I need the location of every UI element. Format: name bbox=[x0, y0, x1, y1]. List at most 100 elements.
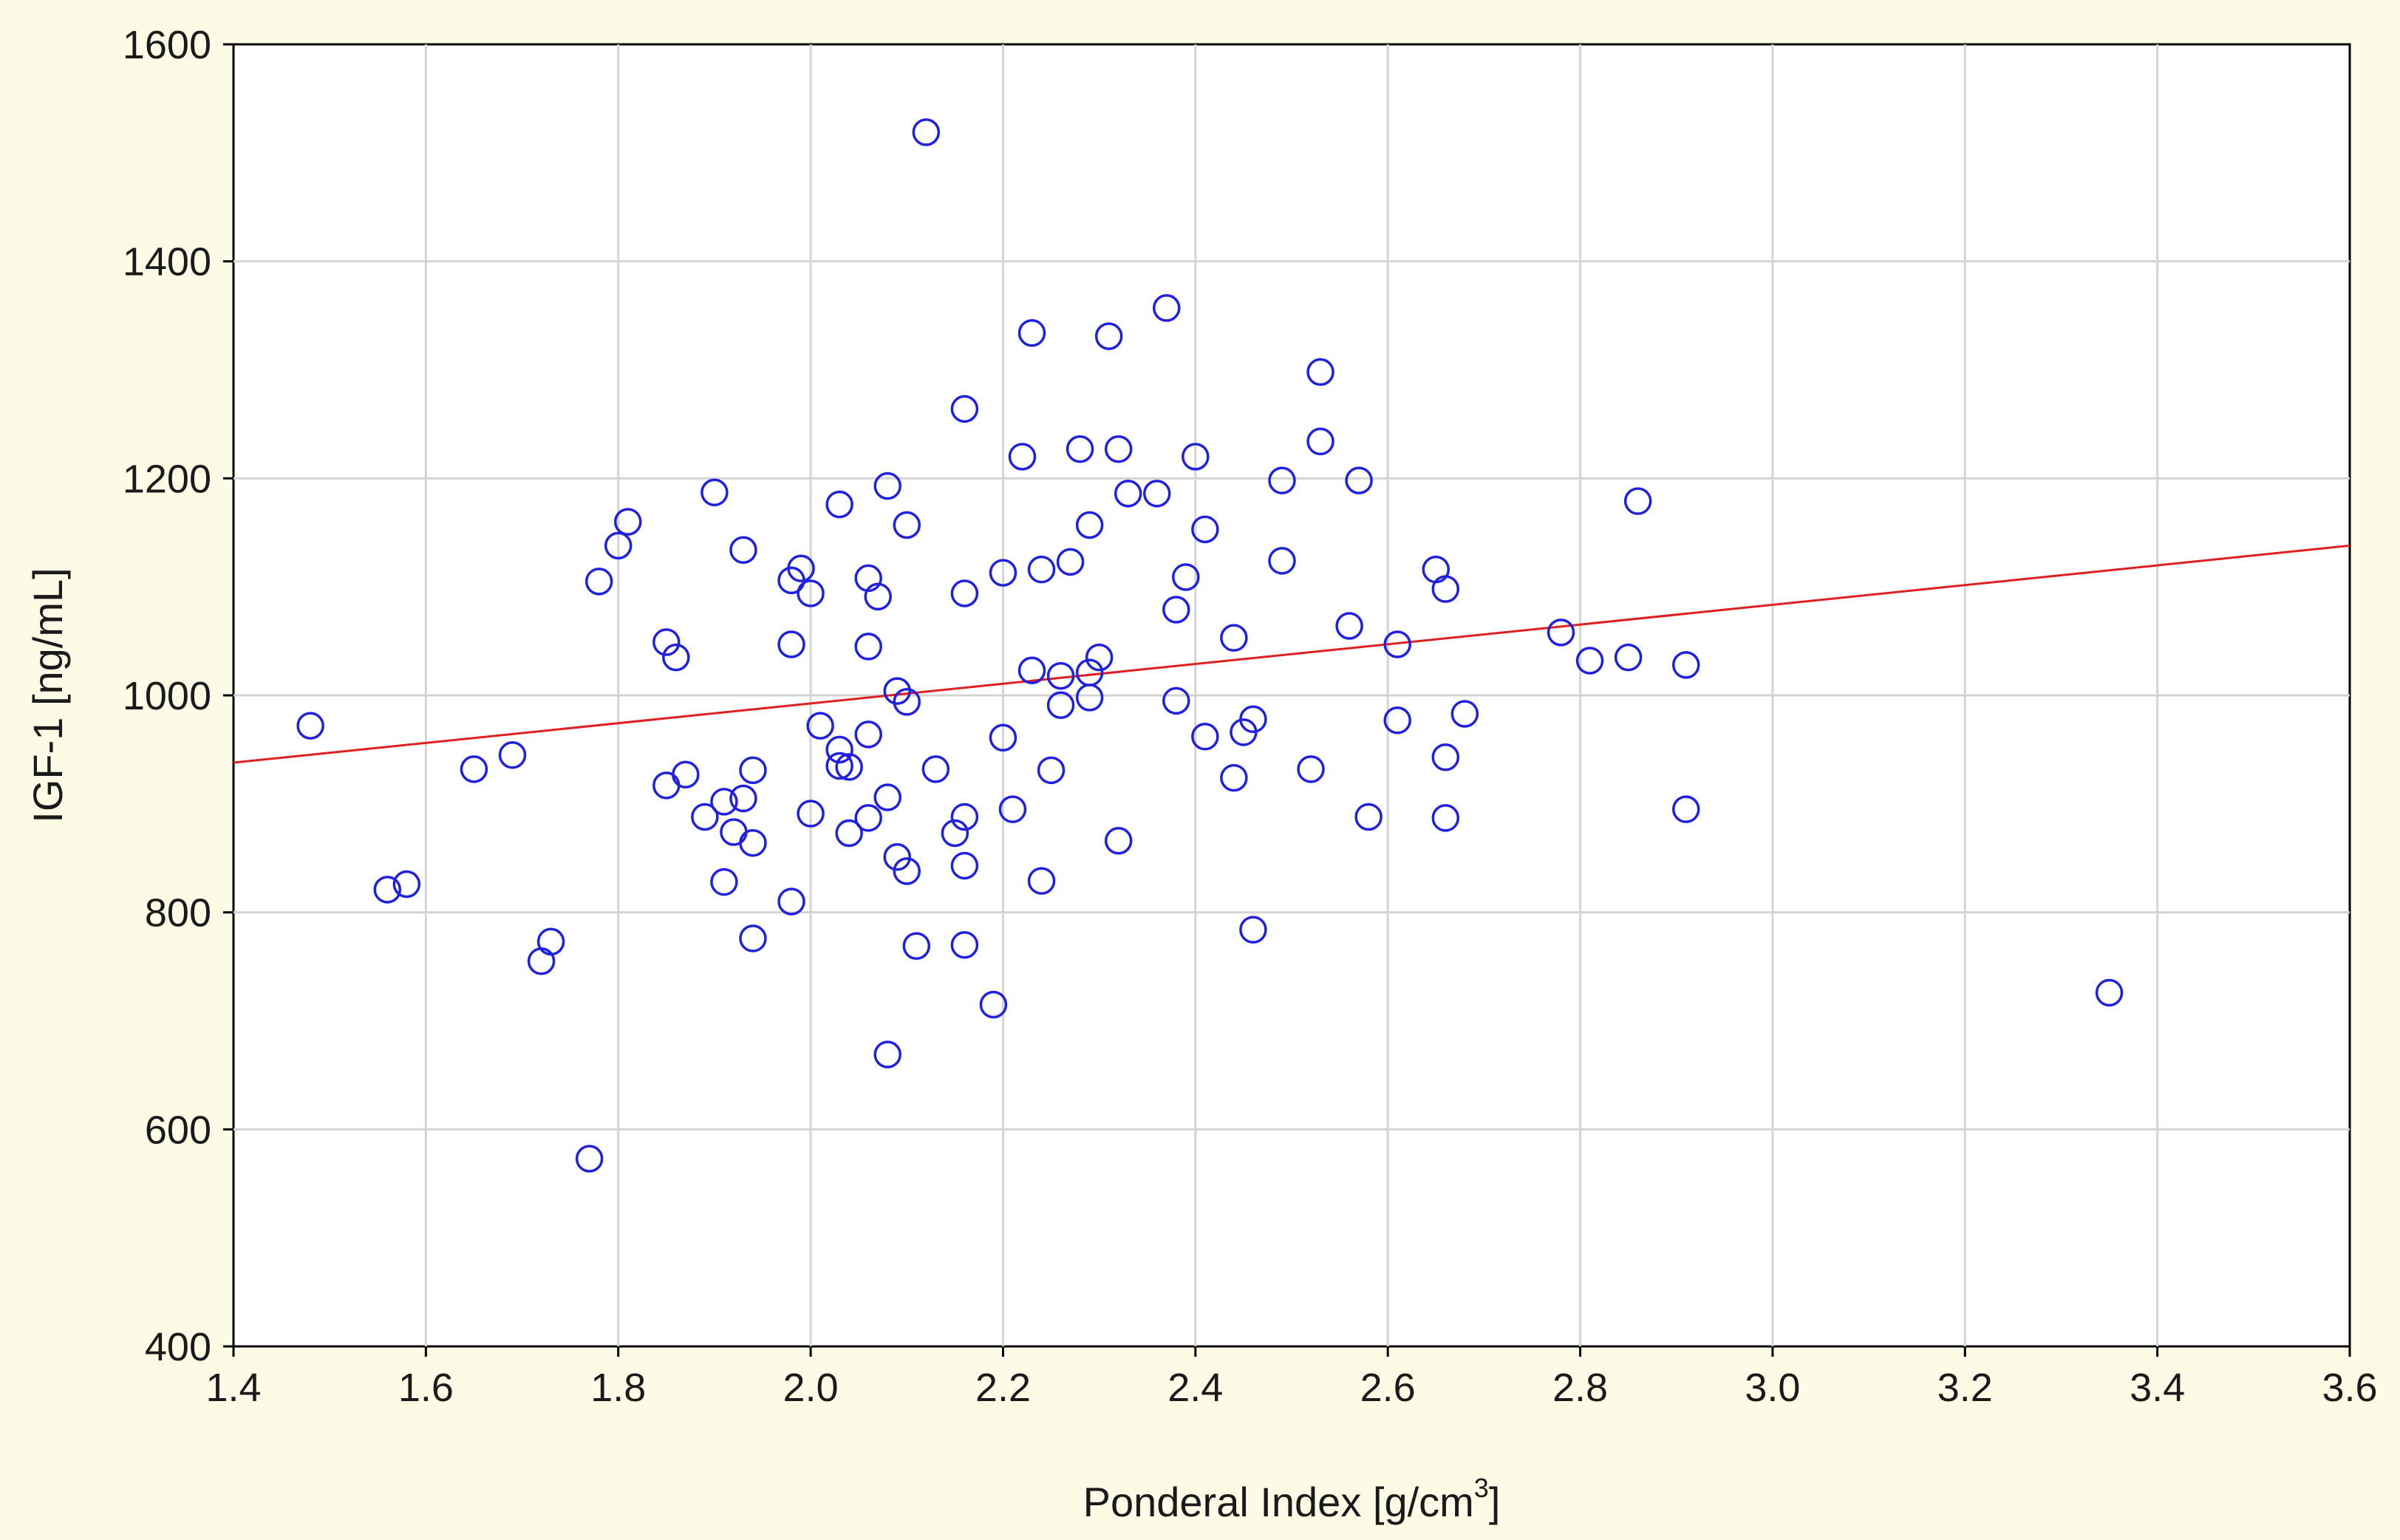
data-point bbox=[1066, 435, 1094, 463]
data-point bbox=[536, 927, 565, 956]
data-point bbox=[777, 887, 805, 916]
data-point bbox=[584, 568, 613, 596]
data-point bbox=[921, 755, 950, 783]
data-point bbox=[296, 712, 324, 740]
data-point bbox=[1182, 443, 1210, 471]
data-point bbox=[1056, 548, 1085, 576]
data-point bbox=[989, 559, 1017, 587]
data-point bbox=[854, 564, 882, 593]
x-tick-label: 2.8 bbox=[1552, 1366, 1608, 1410]
data-point bbox=[873, 783, 901, 811]
data-point bbox=[941, 819, 969, 848]
data-point bbox=[2095, 978, 2124, 1007]
data-point bbox=[739, 924, 767, 953]
data-point bbox=[893, 511, 921, 539]
y-tick-label: 1600 bbox=[123, 23, 211, 67]
data-point bbox=[950, 803, 979, 831]
data-point bbox=[835, 819, 863, 848]
y-axis-title: IGF-1 [ng/mL] bbox=[24, 568, 71, 822]
data-point bbox=[854, 720, 882, 749]
data-point bbox=[1094, 322, 1123, 350]
data-point bbox=[1153, 294, 1181, 322]
data-point bbox=[1335, 612, 1363, 640]
data-point bbox=[797, 579, 825, 607]
data-points bbox=[296, 118, 2124, 1173]
data-point bbox=[1383, 630, 1411, 658]
data-point bbox=[1017, 318, 1046, 347]
data-point bbox=[691, 803, 719, 831]
data-point bbox=[989, 723, 1017, 752]
y-tick-label: 400 bbox=[145, 1325, 211, 1369]
data-point bbox=[1614, 643, 1643, 672]
data-point bbox=[1046, 661, 1075, 690]
data-point bbox=[873, 1040, 901, 1069]
data-point bbox=[1220, 624, 1248, 652]
data-point bbox=[1220, 763, 1248, 792]
data-point bbox=[1239, 705, 1267, 734]
x-tick-label: 3.4 bbox=[2130, 1366, 2185, 1410]
data-point bbox=[854, 804, 882, 832]
data-point bbox=[1671, 795, 1700, 823]
data-point bbox=[1575, 647, 1604, 675]
data-point bbox=[392, 870, 421, 899]
data-point bbox=[1172, 563, 1200, 591]
data-point bbox=[1046, 691, 1075, 719]
data-point bbox=[777, 630, 805, 658]
data-point bbox=[498, 741, 527, 769]
data-point bbox=[1623, 487, 1652, 515]
x-axis-title-superscript: 3 bbox=[1474, 1473, 1489, 1503]
data-point bbox=[825, 490, 853, 519]
y-tick-label: 600 bbox=[145, 1108, 211, 1152]
data-point bbox=[1162, 686, 1190, 715]
data-point bbox=[979, 990, 1008, 1019]
data-point bbox=[1354, 803, 1383, 831]
x-tick-label: 1.8 bbox=[590, 1366, 646, 1410]
data-point bbox=[864, 582, 892, 611]
data-point bbox=[893, 688, 921, 716]
data-point bbox=[835, 753, 863, 781]
data-point bbox=[950, 579, 979, 607]
data-point bbox=[1085, 643, 1114, 672]
data-point bbox=[1268, 466, 1296, 495]
data-point bbox=[1162, 596, 1190, 624]
data-point bbox=[806, 712, 834, 740]
data-point bbox=[739, 828, 767, 857]
data-point bbox=[1114, 480, 1142, 508]
data-point bbox=[1191, 723, 1219, 751]
data-point bbox=[1345, 466, 1373, 495]
data-point bbox=[575, 1145, 604, 1173]
data-point bbox=[893, 857, 921, 885]
x-axis-title: Ponderal Index [g/cm3] bbox=[1083, 1473, 1501, 1525]
data-point bbox=[1306, 358, 1334, 386]
data-point bbox=[729, 784, 757, 813]
data-point bbox=[854, 633, 882, 661]
y-tick-label: 1000 bbox=[123, 674, 211, 718]
data-point bbox=[1104, 827, 1133, 855]
data-point bbox=[710, 788, 738, 816]
data-point bbox=[825, 735, 853, 764]
x-tick-label: 2.0 bbox=[783, 1366, 839, 1410]
data-point bbox=[672, 760, 700, 788]
data-point bbox=[1075, 511, 1104, 539]
data-point bbox=[1450, 700, 1479, 728]
x-tick-label: 1.6 bbox=[398, 1366, 454, 1410]
data-point bbox=[825, 752, 853, 780]
data-point bbox=[1383, 706, 1411, 735]
y-tick-label: 1200 bbox=[123, 457, 211, 501]
data-point bbox=[950, 395, 979, 423]
data-point bbox=[652, 628, 681, 656]
data-point bbox=[883, 677, 912, 705]
x-tick-label: 1.4 bbox=[205, 1366, 261, 1410]
data-point bbox=[662, 643, 690, 672]
data-point bbox=[787, 554, 815, 582]
data-point bbox=[700, 478, 729, 507]
data-point bbox=[1671, 651, 1700, 679]
data-point bbox=[1104, 435, 1133, 463]
data-point bbox=[1017, 656, 1046, 684]
x-tick-label: 2.2 bbox=[975, 1366, 1031, 1410]
data-point bbox=[729, 536, 757, 564]
data-point bbox=[1075, 658, 1104, 686]
data-point bbox=[1431, 804, 1460, 832]
data-point bbox=[998, 795, 1027, 823]
